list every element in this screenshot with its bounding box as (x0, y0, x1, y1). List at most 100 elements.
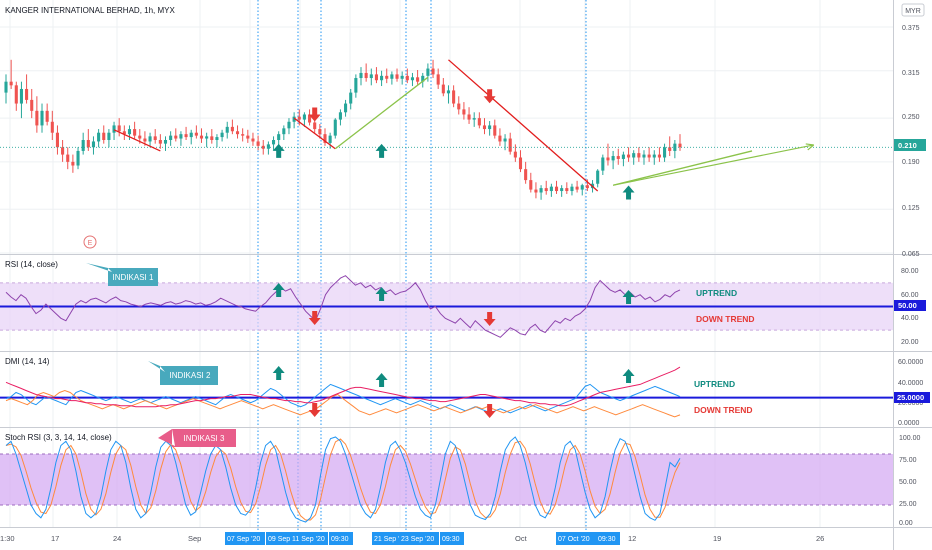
trend-line-red (113, 129, 161, 152)
rsi-downtrend-label: DOWN TREND (696, 314, 755, 324)
callout-text: INDIKASI 1 (113, 273, 154, 282)
rsi-level-tag (894, 300, 926, 311)
candle (143, 138, 147, 142)
candle (225, 126, 229, 133)
candle (205, 136, 209, 139)
candle (457, 103, 461, 110)
stoch-tick: 25.00 (899, 501, 917, 508)
candle (323, 134, 327, 143)
candle (467, 114, 471, 120)
event-badge-label: E (88, 240, 93, 247)
trend-line-green (612, 150, 753, 186)
candle (606, 157, 610, 161)
candle (580, 185, 584, 190)
rsi-uptrend-label: UPTREND (696, 288, 737, 298)
dmi-level-label: 25.0000 (897, 393, 924, 402)
price-tick: 0.315 (902, 70, 920, 77)
grid-layer (0, 0, 893, 527)
marker-lines (257, 0, 587, 532)
candle (524, 169, 528, 181)
highlight-label: 09:30 (331, 536, 349, 543)
candle (97, 132, 101, 142)
candle (395, 74, 399, 79)
candle (390, 74, 394, 79)
candle (66, 154, 70, 162)
time-tick: 17 (51, 534, 59, 543)
candle (199, 135, 204, 139)
up-arrow-icon (375, 287, 388, 301)
candle (19, 88, 23, 104)
up-arrow-icon (272, 143, 285, 158)
time-tick: Oct (515, 534, 528, 543)
candle (596, 170, 600, 184)
price-tick: 0.250 (902, 114, 920, 121)
candle (127, 129, 132, 135)
stoch-tick: 0.00 (899, 520, 913, 527)
candle (518, 157, 523, 170)
down-arrow-icon (308, 403, 321, 417)
candle (91, 141, 96, 148)
rsi-title: RSI (14, close) (5, 260, 58, 269)
price-tick: 0.190 (902, 159, 920, 166)
candle (544, 188, 548, 192)
candle (282, 128, 286, 135)
rsi-tick: 40.00 (901, 315, 919, 322)
dmi-level-tag (894, 392, 930, 403)
candle (256, 141, 260, 146)
callout-text: INDIKASI 2 (170, 371, 211, 380)
callout-indikasi-3: INDIKASI 3 (158, 429, 236, 447)
candle (405, 75, 409, 81)
candle (441, 84, 445, 94)
currency-box[interactable] (901, 3, 925, 17)
dmi-downtrend-label: DOWN TREND (694, 405, 753, 415)
candle (446, 90, 451, 94)
candle (560, 188, 564, 192)
up-arrow-icon (622, 185, 635, 200)
annotation-layer (113, 59, 815, 418)
candle (668, 147, 672, 151)
rsi-axis: 80.00 60.00 40.00 20.00 (901, 268, 919, 346)
candle (86, 140, 90, 148)
price-axis: 0.375 0.315 0.250 0.190 0.125 0.065 (902, 25, 920, 258)
event-badge[interactable] (83, 235, 97, 249)
down-arrow-icon (308, 107, 321, 122)
time-tick: 24 (113, 534, 121, 543)
candle (477, 118, 481, 126)
adx-line (5, 366, 681, 408)
projection-arrow-head (805, 143, 815, 151)
dmi-plus-line (5, 383, 681, 414)
candle (117, 125, 121, 132)
up-arrow-icon (375, 143, 388, 158)
up-arrow-icon (272, 366, 285, 380)
candle (663, 147, 667, 158)
candle (35, 110, 39, 126)
dmi-minus-line (5, 389, 681, 418)
indicator-bands (0, 282, 893, 506)
rsi-tick: 80.00 (901, 268, 919, 275)
candle (601, 157, 605, 171)
candle (302, 114, 306, 120)
dmi-uptrend-label: UPTREND (694, 379, 735, 389)
rsi-tick: 60.00 (901, 292, 919, 299)
highlight-label: 21 Sep '20 (374, 536, 407, 543)
stoch-tick: 100.00 (899, 435, 921, 442)
current-price-label: 0.210 (898, 141, 917, 150)
down-arrow-icon (483, 89, 496, 104)
candle (40, 110, 44, 126)
candle (369, 74, 373, 79)
candle (338, 112, 342, 120)
time-axis: 1:30 17 24 Sep Oct 12 19 26 (0, 534, 824, 543)
candle (163, 140, 168, 144)
candle (112, 125, 116, 133)
candle (503, 138, 507, 142)
candle (400, 75, 404, 79)
candle (575, 186, 579, 190)
candle (410, 77, 415, 81)
candle (138, 135, 142, 139)
rsi-tick: 20.00 (901, 339, 919, 346)
highlight-label: 11 Sep '20 (292, 536, 325, 543)
price-tick: 0.065 (902, 251, 920, 258)
highlight-label: 09:30 (442, 536, 460, 543)
